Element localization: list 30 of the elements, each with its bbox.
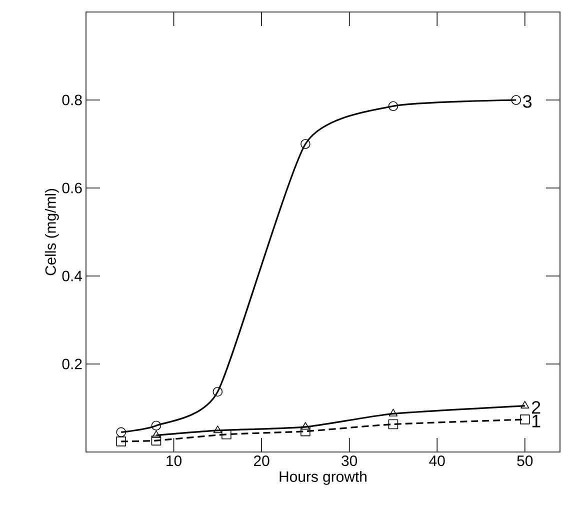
- point: [300, 426, 310, 436]
- point: [520, 414, 530, 424]
- point: [300, 139, 310, 149]
- point: [116, 436, 126, 446]
- x-axis-title: Hours growth: [280, 470, 366, 485]
- point: [388, 101, 398, 112]
- y-tick-label: 0.4: [62, 270, 82, 282]
- point: [301, 422, 310, 430]
- point: [213, 426, 222, 434]
- point: [388, 419, 398, 430]
- y-tick-label: 0.2: [62, 358, 82, 370]
- y-tick-label: 0.8: [62, 94, 82, 106]
- x-tick-label: 50: [517, 456, 533, 466]
- point: [151, 420, 162, 430]
- x-tick-label: 10: [166, 456, 182, 466]
- y-axis-title: Cells (mg/ml): [44, 188, 59, 276]
- x-tick-label: 40: [429, 456, 445, 466]
- x-tick-label: 30: [342, 456, 358, 466]
- point: [388, 408, 398, 416]
- point: [511, 95, 522, 105]
- point: [151, 436, 162, 446]
- y-tick-label: 0.6: [62, 182, 82, 194]
- legend-label: 3: [522, 95, 532, 108]
- series-label: 1: [532, 414, 540, 428]
- point: [212, 386, 223, 397]
- point: [116, 427, 126, 438]
- x-tick-label: 20: [254, 456, 270, 466]
- point: [152, 430, 161, 438]
- point: [520, 400, 530, 408]
- series-label: 2: [532, 401, 540, 414]
